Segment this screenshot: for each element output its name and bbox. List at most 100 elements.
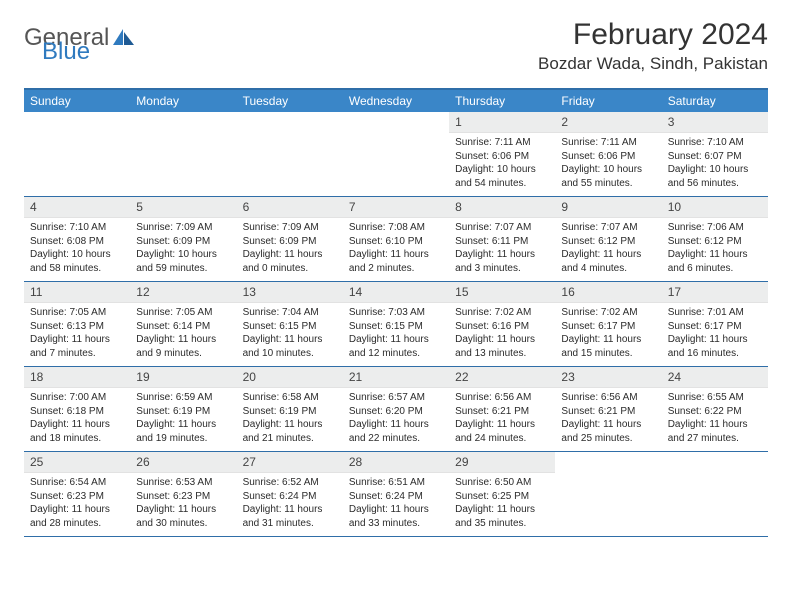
day-details: Sunrise: 7:09 AMSunset: 6:09 PMDaylight:… bbox=[237, 218, 343, 279]
day-number: 14 bbox=[343, 282, 449, 303]
sunrise-text: Sunrise: 6:53 AM bbox=[136, 476, 230, 490]
week-row: 18Sunrise: 7:00 AMSunset: 6:18 PMDayligh… bbox=[24, 367, 768, 452]
weekday-header: Saturday bbox=[662, 90, 768, 112]
sunrise-text: Sunrise: 6:50 AM bbox=[455, 476, 549, 490]
dl1-text: Daylight: 11 hours bbox=[349, 333, 443, 347]
day-details: Sunrise: 7:09 AMSunset: 6:09 PMDaylight:… bbox=[130, 218, 236, 279]
dl1-text: Daylight: 11 hours bbox=[349, 503, 443, 517]
dl2-text: and 25 minutes. bbox=[561, 432, 655, 446]
sunset-text: Sunset: 6:24 PM bbox=[349, 490, 443, 504]
day-cell: 11Sunrise: 7:05 AMSunset: 6:13 PMDayligh… bbox=[24, 282, 130, 366]
day-cell: 13Sunrise: 7:04 AMSunset: 6:15 PMDayligh… bbox=[237, 282, 343, 366]
day-number: 22 bbox=[449, 367, 555, 388]
day-number: 3 bbox=[662, 112, 768, 133]
sunrise-text: Sunrise: 6:51 AM bbox=[349, 476, 443, 490]
sunrise-text: Sunrise: 7:03 AM bbox=[349, 306, 443, 320]
dl2-text: and 55 minutes. bbox=[561, 177, 655, 191]
day-number: 2 bbox=[555, 112, 661, 133]
dl1-text: Daylight: 11 hours bbox=[668, 418, 762, 432]
day-cell: 2Sunrise: 7:11 AMSunset: 6:06 PMDaylight… bbox=[555, 112, 661, 196]
week-row: 4Sunrise: 7:10 AMSunset: 6:08 PMDaylight… bbox=[24, 197, 768, 282]
day-details: Sunrise: 7:04 AMSunset: 6:15 PMDaylight:… bbox=[237, 303, 343, 364]
dl2-text: and 3 minutes. bbox=[455, 262, 549, 276]
dl2-text: and 59 minutes. bbox=[136, 262, 230, 276]
day-details: Sunrise: 7:01 AMSunset: 6:17 PMDaylight:… bbox=[662, 303, 768, 364]
day-cell: . bbox=[662, 452, 768, 536]
dl1-text: Daylight: 10 hours bbox=[136, 248, 230, 262]
day-cell: 26Sunrise: 6:53 AMSunset: 6:23 PMDayligh… bbox=[130, 452, 236, 536]
sunset-text: Sunset: 6:11 PM bbox=[455, 235, 549, 249]
day-cell: 4Sunrise: 7:10 AMSunset: 6:08 PMDaylight… bbox=[24, 197, 130, 281]
dl2-text: and 6 minutes. bbox=[668, 262, 762, 276]
sunrise-text: Sunrise: 6:59 AM bbox=[136, 391, 230, 405]
sunset-text: Sunset: 6:15 PM bbox=[349, 320, 443, 334]
day-number: 7 bbox=[343, 197, 449, 218]
day-details: Sunrise: 7:10 AMSunset: 6:07 PMDaylight:… bbox=[662, 133, 768, 194]
weekday-header-row: Sunday Monday Tuesday Wednesday Thursday… bbox=[24, 90, 768, 112]
day-cell: 3Sunrise: 7:10 AMSunset: 6:07 PMDaylight… bbox=[662, 112, 768, 196]
day-number: 28 bbox=[343, 452, 449, 473]
day-details: Sunrise: 7:03 AMSunset: 6:15 PMDaylight:… bbox=[343, 303, 449, 364]
day-cell: 9Sunrise: 7:07 AMSunset: 6:12 PMDaylight… bbox=[555, 197, 661, 281]
dl2-text: and 27 minutes. bbox=[668, 432, 762, 446]
month-title: February 2024 bbox=[538, 18, 768, 52]
dl2-text: and 19 minutes. bbox=[136, 432, 230, 446]
sunset-text: Sunset: 6:21 PM bbox=[561, 405, 655, 419]
dl2-text: and 9 minutes. bbox=[136, 347, 230, 361]
day-details: Sunrise: 7:10 AMSunset: 6:08 PMDaylight:… bbox=[24, 218, 130, 279]
weekday-header: Monday bbox=[130, 90, 236, 112]
sunset-text: Sunset: 6:19 PM bbox=[136, 405, 230, 419]
dl1-text: Daylight: 11 hours bbox=[136, 418, 230, 432]
day-number: 26 bbox=[130, 452, 236, 473]
dl2-text: and 24 minutes. bbox=[455, 432, 549, 446]
day-details: Sunrise: 7:05 AMSunset: 6:14 PMDaylight:… bbox=[130, 303, 236, 364]
day-cell: 23Sunrise: 6:56 AMSunset: 6:21 PMDayligh… bbox=[555, 367, 661, 451]
day-details: Sunrise: 6:59 AMSunset: 6:19 PMDaylight:… bbox=[130, 388, 236, 449]
calendar: Sunday Monday Tuesday Wednesday Thursday… bbox=[24, 88, 768, 537]
day-number: 17 bbox=[662, 282, 768, 303]
day-cell: 7Sunrise: 7:08 AMSunset: 6:10 PMDaylight… bbox=[343, 197, 449, 281]
sunrise-text: Sunrise: 7:05 AM bbox=[136, 306, 230, 320]
dl2-text: and 56 minutes. bbox=[668, 177, 762, 191]
dl2-text: and 35 minutes. bbox=[455, 517, 549, 531]
day-cell: 16Sunrise: 7:02 AMSunset: 6:17 PMDayligh… bbox=[555, 282, 661, 366]
sunset-text: Sunset: 6:22 PM bbox=[668, 405, 762, 419]
day-details: Sunrise: 7:02 AMSunset: 6:17 PMDaylight:… bbox=[555, 303, 661, 364]
header: General February 2024 Bozdar Wada, Sindh… bbox=[24, 18, 768, 74]
day-details: Sunrise: 7:05 AMSunset: 6:13 PMDaylight:… bbox=[24, 303, 130, 364]
dl1-text: Daylight: 11 hours bbox=[30, 333, 124, 347]
day-details: Sunrise: 7:06 AMSunset: 6:12 PMDaylight:… bbox=[662, 218, 768, 279]
location-text: Bozdar Wada, Sindh, Pakistan bbox=[538, 54, 768, 74]
day-number: 16 bbox=[555, 282, 661, 303]
sunset-text: Sunset: 6:25 PM bbox=[455, 490, 549, 504]
day-details: Sunrise: 7:11 AMSunset: 6:06 PMDaylight:… bbox=[555, 133, 661, 194]
sunrise-text: Sunrise: 7:02 AM bbox=[455, 306, 549, 320]
day-cell: . bbox=[24, 112, 130, 196]
title-block: February 2024 Bozdar Wada, Sindh, Pakist… bbox=[538, 18, 768, 74]
day-number: 4 bbox=[24, 197, 130, 218]
sunset-text: Sunset: 6:06 PM bbox=[561, 150, 655, 164]
sunset-text: Sunset: 6:18 PM bbox=[30, 405, 124, 419]
weekday-header: Thursday bbox=[449, 90, 555, 112]
sunrise-text: Sunrise: 7:06 AM bbox=[668, 221, 762, 235]
dl1-text: Daylight: 11 hours bbox=[243, 418, 337, 432]
day-details: Sunrise: 6:58 AMSunset: 6:19 PMDaylight:… bbox=[237, 388, 343, 449]
day-cell: 29Sunrise: 6:50 AMSunset: 6:25 PMDayligh… bbox=[449, 452, 555, 536]
sunrise-text: Sunrise: 7:07 AM bbox=[455, 221, 549, 235]
sunset-text: Sunset: 6:19 PM bbox=[243, 405, 337, 419]
day-details: Sunrise: 7:02 AMSunset: 6:16 PMDaylight:… bbox=[449, 303, 555, 364]
day-details: Sunrise: 6:57 AMSunset: 6:20 PMDaylight:… bbox=[343, 388, 449, 449]
dl1-text: Daylight: 11 hours bbox=[30, 418, 124, 432]
dl2-text: and 33 minutes. bbox=[349, 517, 443, 531]
day-cell: 20Sunrise: 6:58 AMSunset: 6:19 PMDayligh… bbox=[237, 367, 343, 451]
day-number: 21 bbox=[343, 367, 449, 388]
dl1-text: Daylight: 11 hours bbox=[349, 418, 443, 432]
day-number: 27 bbox=[237, 452, 343, 473]
sunrise-text: Sunrise: 7:01 AM bbox=[668, 306, 762, 320]
sunrise-text: Sunrise: 6:58 AM bbox=[243, 391, 337, 405]
day-cell: 27Sunrise: 6:52 AMSunset: 6:24 PMDayligh… bbox=[237, 452, 343, 536]
dl1-text: Daylight: 10 hours bbox=[455, 163, 549, 177]
sunset-text: Sunset: 6:21 PM bbox=[455, 405, 549, 419]
sunset-text: Sunset: 6:23 PM bbox=[30, 490, 124, 504]
sunset-text: Sunset: 6:07 PM bbox=[668, 150, 762, 164]
